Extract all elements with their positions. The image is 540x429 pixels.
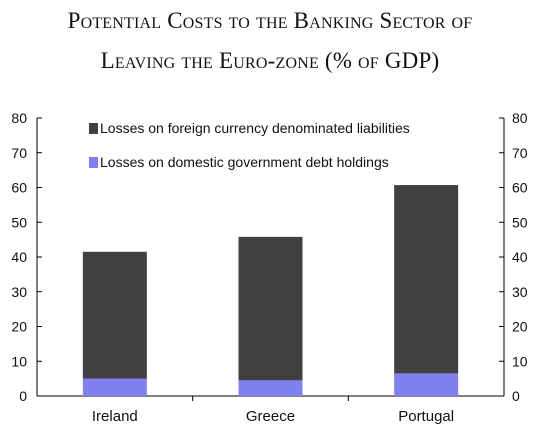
- bar-ireland-series-0: [82, 378, 147, 396]
- y-tick-label-left: 0: [19, 388, 27, 404]
- bar-ireland-series-1: [82, 251, 147, 379]
- bar-greece-series-1: [238, 236, 303, 381]
- legend-swatch: [89, 123, 98, 134]
- legend-label: Losses on foreign currency denominated l…: [100, 120, 410, 136]
- legend: Losses on foreign currency denominated l…: [89, 120, 410, 170]
- axes-layer: 0 0 10 10 20 20 30 30 40 40 50 50 60 60 70 70 80 80 Irelan…: [11, 110, 527, 425]
- y-tick-label-right: 70: [512, 145, 528, 161]
- x-tick-label: Greece: [246, 408, 295, 425]
- chart-title-line-2: Leaving the Euro-zone (% of GDP): [100, 48, 440, 73]
- y-tick-label-right: 50: [512, 214, 528, 230]
- y-tick-label-left: 50: [11, 214, 27, 230]
- y-tick-label-left: 70: [11, 145, 27, 161]
- bar-greece-series-0: [238, 380, 303, 396]
- y-tick-label-left: 60: [11, 180, 27, 196]
- bars-layer: [82, 185, 459, 396]
- legend-swatch: [89, 157, 98, 168]
- x-tick-label: Ireland: [92, 408, 138, 425]
- y-tick-label-left: 80: [11, 110, 27, 126]
- y-tick-label-right: 30: [512, 284, 528, 300]
- y-tick-label-right: 10: [512, 353, 528, 369]
- y-tick-label-left: 40: [11, 249, 27, 265]
- y-tick-label-left: 10: [11, 353, 27, 369]
- y-tick-label-right: 80: [512, 110, 528, 126]
- legend-label: Losses on domestic government debt holdi…: [100, 154, 389, 170]
- x-tick-label: Portugal: [398, 408, 454, 425]
- y-tick-label-right: 0: [512, 388, 520, 404]
- bar-portugal-series-1: [394, 185, 459, 374]
- y-tick-label-right: 40: [512, 249, 528, 265]
- chart-title-line-1: Potential Costs to the Banking Sector of: [67, 8, 473, 33]
- bar-portugal-series-0: [394, 373, 459, 396]
- y-tick-label-right: 60: [512, 180, 528, 196]
- y-tick-label-left: 20: [11, 319, 27, 335]
- y-tick-label-right: 20: [512, 319, 528, 335]
- y-tick-label-left: 30: [11, 284, 27, 300]
